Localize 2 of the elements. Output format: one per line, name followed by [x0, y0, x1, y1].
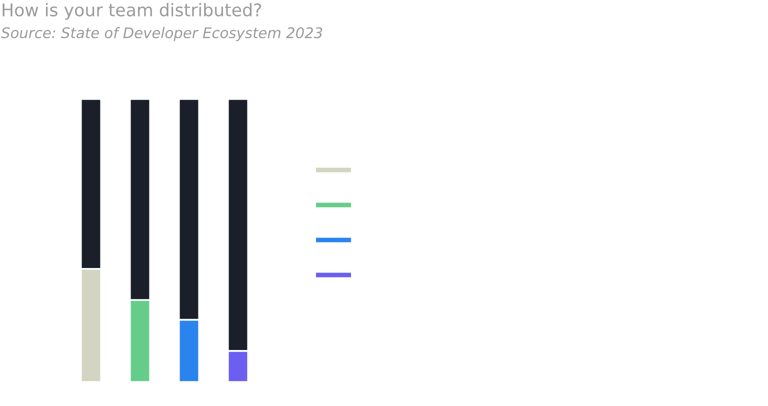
chart-subtitle: Source: State of Developer Ecosystem 2023 — [1, 27, 322, 42]
chart-title: How is your team distributed? — [2, 3, 262, 20]
